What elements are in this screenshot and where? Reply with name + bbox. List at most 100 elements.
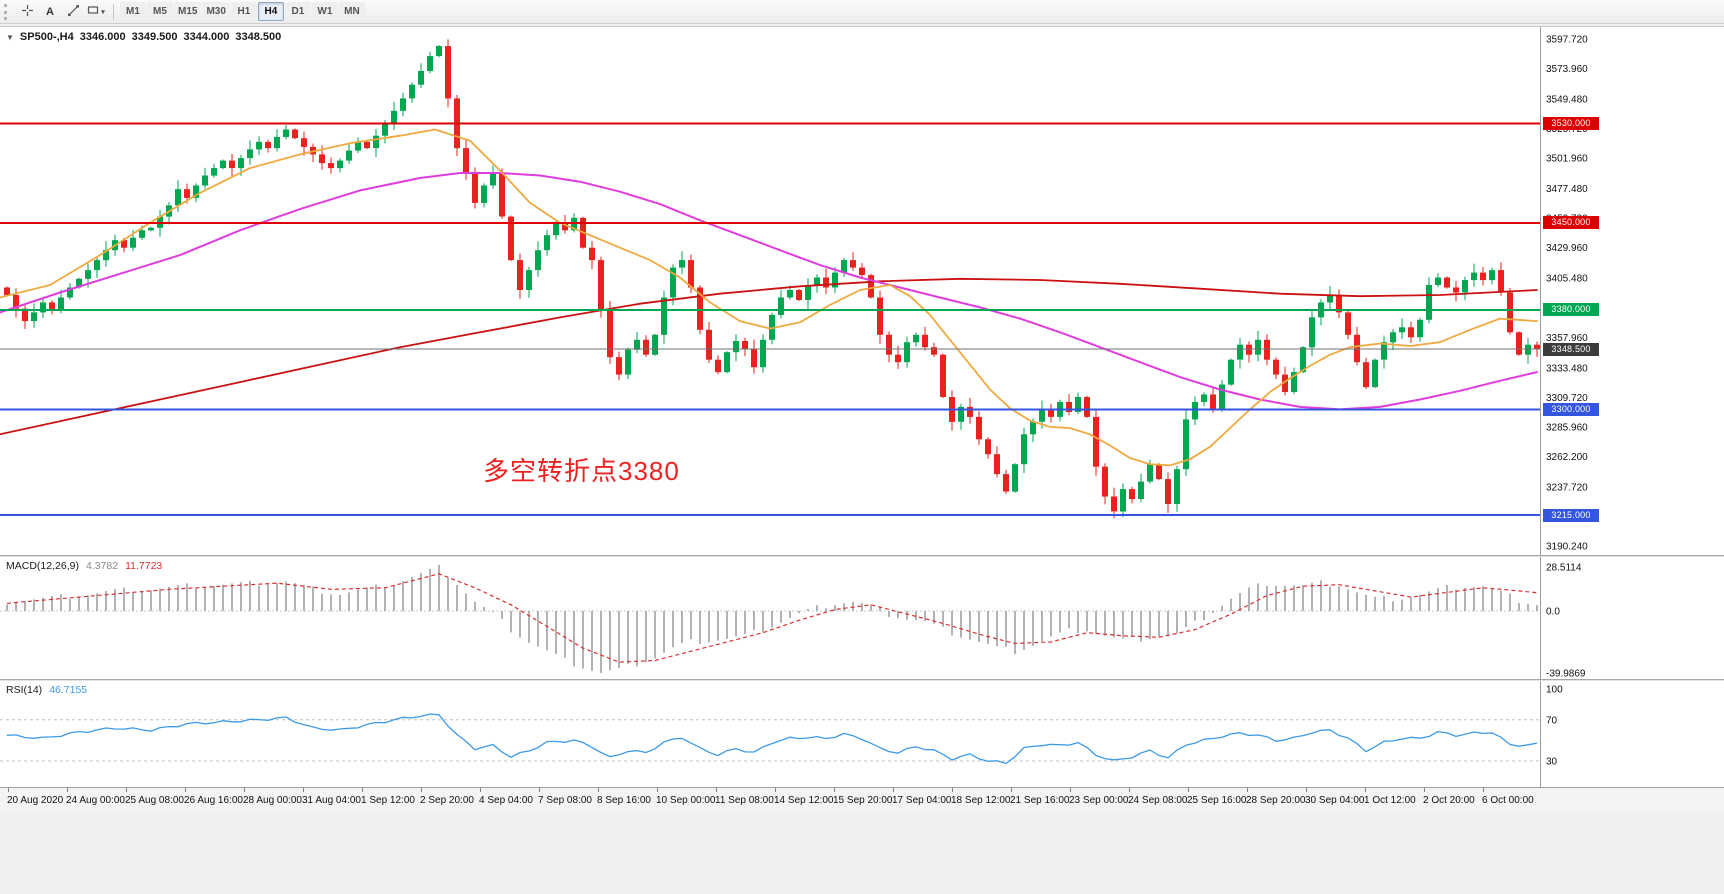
price-tick-label: 3477.480 [1546, 184, 1588, 195]
time-axis-label: 21 Sep 16:00 [1010, 795, 1070, 806]
time-axis-tick [716, 788, 717, 792]
ma-line-slow [0, 277, 1538, 436]
macd-canvas[interactable]: 28.5114 0.0 -39.9869 [0, 557, 1724, 679]
letter-a-icon: A [46, 5, 54, 18]
price-tick-label: 3549.480 [1546, 95, 1588, 106]
time-axis-tick [1424, 788, 1425, 792]
main-chart-canvas[interactable]: 3597.7203573.9603549.4803525.7203501.960… [0, 27, 1724, 555]
time-axis-tick [126, 788, 127, 792]
timeframe-button-h4[interactable]: H4 [257, 2, 284, 21]
current-price-badge: 3348.500 [1543, 342, 1599, 356]
time-axis-label: 1 Oct 12:00 [1364, 795, 1416, 806]
timeframe-button-m30[interactable]: M30 [202, 2, 230, 21]
rsi-name: RSI(14) [6, 684, 43, 696]
trendline-tool-button[interactable] [62, 2, 84, 22]
timeframe-button-m1[interactable]: M1 [120, 2, 146, 21]
time-axis-label: 28 Aug 00:00 [243, 795, 302, 806]
panel-splitter[interactable] [0, 555, 1724, 557]
time-axis-tick [1247, 788, 1248, 792]
main-chart-panel[interactable]: 3597.7203573.9603549.4803525.7203501.960… [0, 27, 1724, 555]
timeframe-button-w1[interactable]: W1 [311, 2, 338, 21]
shapes-icon [87, 4, 99, 19]
time-axis-label: 17 Sep 04:00 [892, 795, 952, 806]
chart-header: ▼ SP500-,H4 3346.000 3349.500 3344.000 3… [6, 31, 281, 43]
shapes-tool-button[interactable]: ▾ [85, 2, 107, 22]
price-level-badge: 3530.000 [1543, 116, 1599, 130]
time-axis-tick [539, 788, 540, 792]
time-axis-tick [421, 788, 422, 792]
time-axis-label: 7 Sep 08:00 [538, 795, 592, 806]
price-tick-label: 3429.960 [1546, 243, 1588, 254]
time-axis-tick [1188, 788, 1189, 792]
rsi-line [6, 713, 1538, 765]
price-level-badge: 3380.000 [1543, 303, 1599, 317]
time-axis-tick [185, 788, 186, 792]
time-axis-tick [1483, 788, 1484, 792]
candles-layer [4, 39, 1540, 519]
price-tick-label: 3309.720 [1546, 393, 1588, 404]
time-axis[interactable]: 20 Aug 2020 24 Aug 00:00 25 Aug 08:00 26 Au… [0, 787, 1724, 811]
time-axis-tick [657, 788, 658, 792]
chevron-down-icon: ▾ [101, 8, 105, 16]
chart-window: 3597.7203573.9603549.4803525.7203501.960… [0, 26, 1724, 811]
collapse-arrow-icon[interactable]: ▼ [6, 32, 14, 42]
time-axis-label: 26 Aug 16:00 [184, 795, 243, 806]
symbol-period-label: SP500-,H4 [19, 31, 74, 43]
time-axis-tick [952, 788, 953, 792]
timeframe-button-h1[interactable]: H1 [230, 2, 257, 21]
timeframe-button-d1[interactable]: D1 [284, 2, 311, 21]
time-axis-tick [1129, 788, 1130, 792]
ohlc-low: 3344.000 [183, 31, 230, 43]
time-axis-label: 25 Sep 16:00 [1187, 795, 1247, 806]
ohlc-open: 3346.000 [79, 31, 126, 43]
time-axis-label: 24 Sep 08:00 [1128, 795, 1188, 806]
time-axis-label: 6 Oct 00:00 [1482, 795, 1534, 806]
time-axis-tick [1365, 788, 1366, 792]
rsi-tick-label: 70 [1546, 715, 1558, 726]
rsi-indicator-label: RSI(14) 46.7155 [6, 684, 87, 696]
time-axis-tick [1011, 788, 1012, 792]
timeframe-button-mn[interactable]: MN [338, 2, 365, 21]
chart-text-annotation[interactable]: 多空转折点3380 [483, 456, 680, 486]
crosshair-icon [21, 4, 34, 20]
time-axis-tick [893, 788, 894, 792]
toolbar-grip[interactable] [4, 3, 10, 20]
time-axis-label: 24 Aug 00:00 [66, 795, 125, 806]
macd-panel[interactable]: 28.5114 0.0 -39.9869 MACD(12,26,9) 4.3782 … [0, 557, 1724, 679]
price-tick-label: 3501.960 [1546, 154, 1588, 165]
time-axis-label: 15 Sep 20:00 [833, 795, 893, 806]
price-level-badge: 3300.000 [1543, 402, 1599, 416]
time-axis-label: 18 Sep 12:00 [951, 795, 1011, 806]
time-axis-label: 23 Sep 00:00 [1069, 795, 1129, 806]
crosshair-tool-button[interactable] [16, 2, 38, 22]
time-axis-tick [834, 788, 835, 792]
macd-signal-value: 11.7723 [125, 560, 163, 572]
macd-tick-label: 28.5114 [1546, 562, 1582, 573]
time-axis-label: 1 Sep 12:00 [361, 795, 415, 806]
time-axis-label: 25 Aug 08:00 [125, 795, 184, 806]
time-axis-label: 14 Sep 12:00 [774, 795, 834, 806]
price-tick-label: 3262.200 [1546, 452, 1588, 463]
price-tick-label: 3573.960 [1546, 64, 1588, 75]
timeframe-button-m15[interactable]: M15 [174, 2, 202, 21]
rsi-canvas[interactable]: 100 70 30 [0, 681, 1724, 787]
time-axis-label: 20 Aug 2020 [7, 795, 64, 806]
price-tick-label: 3597.720 [1546, 35, 1588, 46]
time-axis-tick [303, 788, 304, 792]
price-level-badge: 3450.000 [1543, 216, 1599, 230]
price-tick-label: 3357.960 [1546, 333, 1588, 344]
arrow-text-tool-button[interactable]: A [39, 2, 61, 22]
timeframe-button-m5[interactable]: M5 [147, 2, 173, 21]
time-axis-label: 11 Sep 08:00 [715, 795, 774, 806]
price-tick-label: 3237.720 [1546, 482, 1588, 493]
time-axis-label: 30 Sep 04:00 [1305, 795, 1365, 806]
rsi-tick-label: 30 [1546, 757, 1558, 768]
macd-histogram [6, 564, 1538, 673]
time-axis-tick [1306, 788, 1307, 792]
panel-splitter[interactable] [0, 679, 1724, 681]
rsi-value: 46.7155 [49, 684, 88, 696]
macd-name: MACD(12,26,9) [6, 560, 79, 572]
price-tick-label: 3285.960 [1546, 422, 1588, 433]
rsi-panel[interactable]: 100 70 30 RSI(14) 46.7155 [0, 681, 1724, 787]
time-axis-tick [67, 788, 68, 792]
